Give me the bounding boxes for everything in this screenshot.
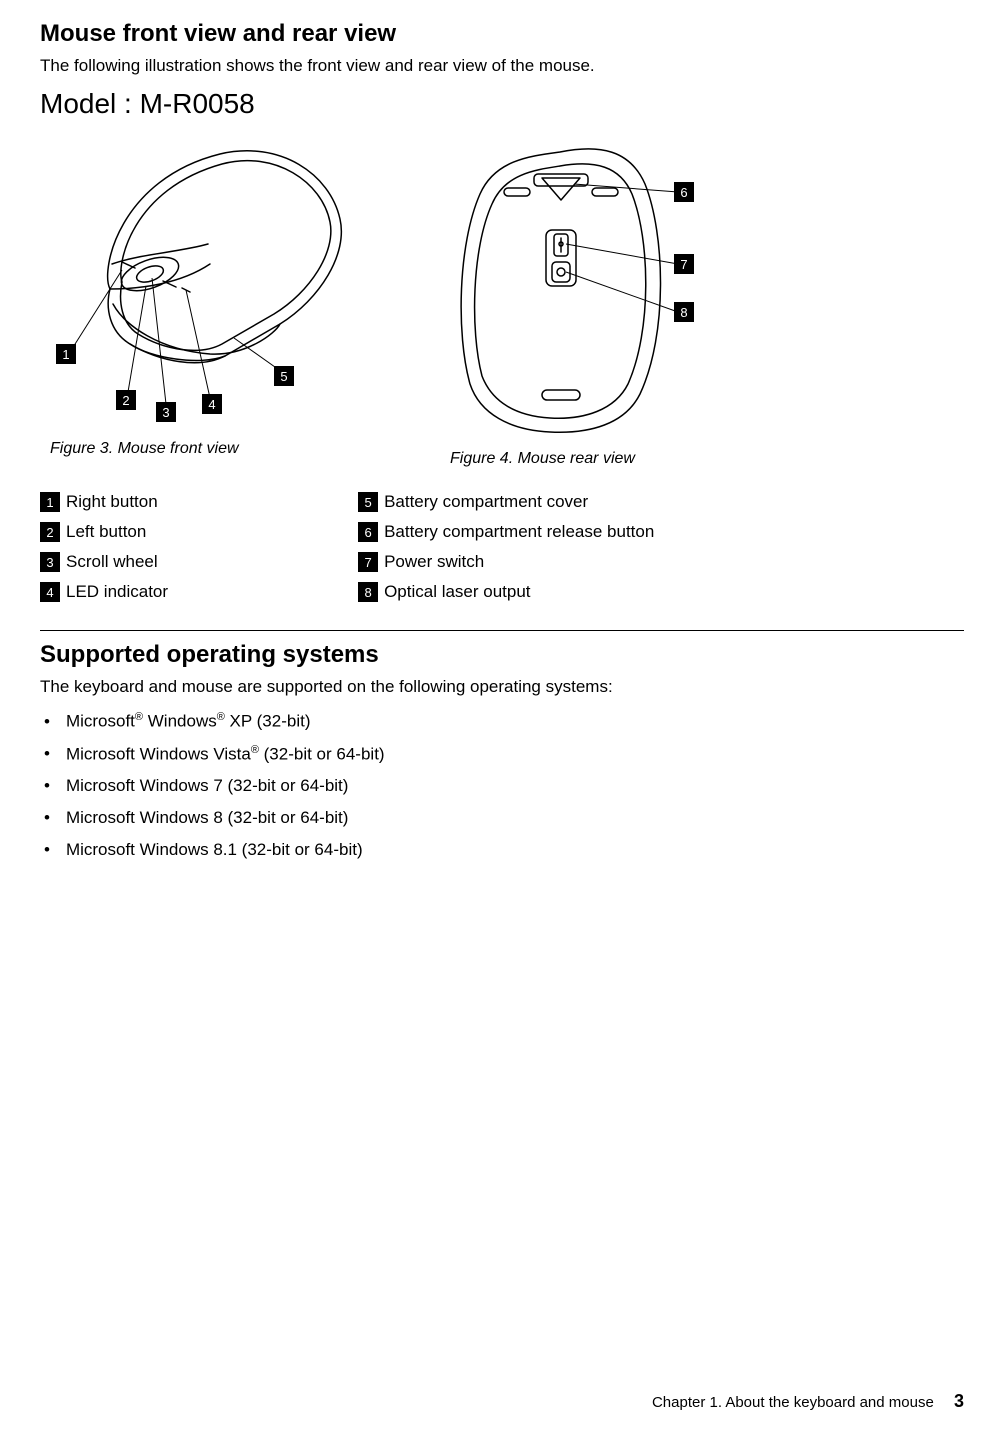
legend-right-col: 5 Battery compartment cover 6 Battery compa…: [358, 492, 654, 602]
section-divider: [40, 630, 964, 631]
legend: 1 Right button 2 Left button 3 Scroll wheel 4L…: [40, 492, 964, 602]
figure4-caption: Figure 4. Mouse rear view: [450, 450, 750, 468]
os-intro: The keyboard and mouse are supported on …: [40, 677, 964, 697]
legend-item: 1 Right button: [40, 492, 168, 512]
os-item: Microsoft Windows 8.1 (32-bit or 64-bit): [44, 840, 964, 860]
figure-rear-col: 6 7 8 Figure 4. Mouse rear view: [450, 134, 750, 468]
model-number: Model : M-R0058: [40, 88, 964, 120]
legend-num: 8: [358, 582, 378, 602]
os-item: Microsoft Windows 7 (32-bit or 64-bit): [44, 776, 964, 796]
legend-num: 3: [40, 552, 60, 572]
os-item-text: Microsoft Windows 8.1 (32-bit or 64-bit): [66, 840, 363, 860]
figure-rear-wrap: 6 7 8: [450, 134, 750, 444]
legend-item: 7 Power switch: [358, 552, 654, 572]
legend-num: 7: [358, 552, 378, 572]
callout-4: 4: [202, 394, 222, 414]
section-title-views: Mouse front view and rear view: [40, 20, 964, 48]
callout-1: 1: [56, 344, 76, 364]
legend-num: 5: [358, 492, 378, 512]
legend-item: 3 Scroll wheel: [40, 552, 168, 572]
legend-label: Battery compartment release button: [384, 522, 654, 542]
figures-row: 1 2 3 4 5 Figure 3. Mouse front view: [40, 134, 964, 468]
legend-left-col: 1 Right button 2 Left button 3 Scroll wheel 4L…: [40, 492, 168, 602]
os-list: Microsoft® Windows® XP (32-bit) Microsoft…: [40, 711, 964, 860]
section-title-os: Supported operating systems: [40, 641, 964, 669]
legend-num: 6: [358, 522, 378, 542]
os-item: Microsoft® Windows® XP (32-bit): [44, 711, 964, 732]
figure-front-wrap: 1 2 3 4 5: [50, 134, 370, 434]
figure-front-col: 1 2 3 4 5 Figure 3. Mouse front view: [50, 134, 370, 468]
legend-label: LED indicator: [66, 582, 168, 602]
legend-label: Power switch: [384, 552, 484, 572]
footer-page-number: 3: [954, 1391, 964, 1411]
legend-item: 2 Left button: [40, 522, 168, 542]
callout-7: 7: [674, 254, 694, 274]
legend-label: Scroll wheel: [66, 552, 158, 572]
os-item: Microsoft Windows 8 (32-bit or 64-bit): [44, 808, 964, 828]
figure3-caption: Figure 3. Mouse front view: [50, 440, 370, 458]
legend-item: 6 Battery compartment release button: [358, 522, 654, 542]
legend-item: 8 Optical laser output: [358, 582, 654, 602]
legend-label: Left button: [66, 522, 146, 542]
os-item: Microsoft Windows Vista® (32-bit or 64-b…: [44, 744, 964, 765]
os-item-text: Microsoft Windows 8 (32-bit or 64-bit): [66, 808, 348, 828]
os-item-text: Microsoft Windows Vista® (32-bit or 64-b…: [66, 744, 385, 765]
legend-label: Right button: [66, 492, 158, 512]
callout-5: 5: [274, 366, 294, 386]
legend-label: Optical laser output: [384, 582, 530, 602]
legend-item: 4 LED indicator: [40, 582, 168, 602]
mouse-front-svg: [50, 134, 370, 434]
legend-num: 2: [40, 522, 60, 542]
os-item-text: Microsoft Windows 7 (32-bit or 64-bit): [66, 776, 348, 796]
callout-2: 2: [116, 390, 136, 410]
legend-num: 1: [40, 492, 60, 512]
legend-item: 5 Battery compartment cover: [358, 492, 654, 512]
intro-text: The following illustration shows the fro…: [40, 56, 964, 76]
legend-label: Battery compartment cover: [384, 492, 588, 512]
os-item-text: Microsoft® Windows® XP (32-bit): [66, 711, 311, 732]
callout-3: 3: [156, 402, 176, 422]
callout-8: 8: [674, 302, 694, 322]
callout-6: 6: [674, 182, 694, 202]
footer-chapter: Chapter 1. About the keyboard and mouse: [652, 1394, 934, 1411]
legend-num: 4: [40, 582, 60, 602]
mouse-rear-svg: [450, 134, 750, 444]
page-footer: Chapter 1. About the keyboard and mouse …: [652, 1391, 964, 1412]
